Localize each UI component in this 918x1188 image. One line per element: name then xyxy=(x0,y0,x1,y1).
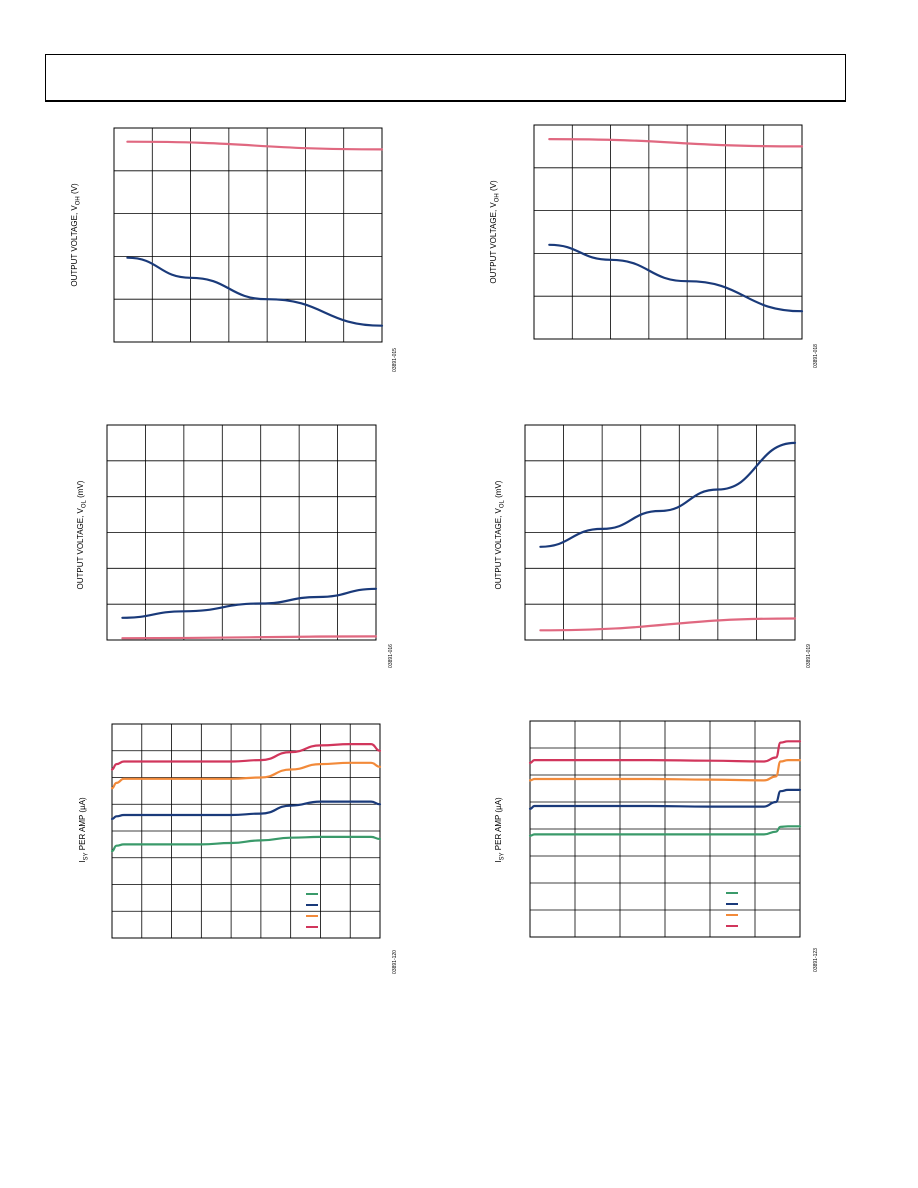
y-axis-label-unit: (V) xyxy=(70,183,79,196)
figure-code: 03891-018 xyxy=(813,344,819,368)
chart-voh-1: OUTPUT VOLTAGE, VOH (V) 03891-015 xyxy=(70,127,398,372)
series-line-2 xyxy=(548,243,804,313)
y-axis-label-sub: OL xyxy=(82,499,88,508)
y-axis-label: OUTPUT VOLTAGE, VOL (mV) xyxy=(76,480,88,589)
figure-code: 03891-123 xyxy=(813,948,819,972)
series-line-1 xyxy=(121,587,378,619)
y-axis-label: OUTPUT VOLTAGE, VOH (V) xyxy=(489,180,501,284)
y-axis-label-unit: PER AMP (µA) xyxy=(494,797,503,852)
series-line-2 xyxy=(110,761,382,790)
y-axis-label-sub: OH xyxy=(495,193,501,202)
y-axis-label-unit: (V) xyxy=(489,180,498,193)
series-line-1 xyxy=(548,138,804,148)
series-line-1 xyxy=(539,441,797,548)
plot-frame xyxy=(533,124,803,340)
chart-vol-1: OUTPUT VOLTAGE, VOL (mV) 03891-016 xyxy=(76,424,394,668)
chart-vol-2: OUTPUT VOLTAGE, VOL (mV) 03891-019 xyxy=(494,424,812,668)
series-line-1 xyxy=(110,742,382,771)
y-axis-label-main: OUTPUT VOLTAGE, V xyxy=(70,205,79,287)
series-line-1 xyxy=(528,740,802,764)
y-axis-label-unit: (mV) xyxy=(76,480,85,500)
y-axis-label: OUTPUT VOLTAGE, VOL (mV) xyxy=(494,480,506,589)
y-axis-label-sub: OH xyxy=(76,196,82,205)
chart-isv-2: ISY PER AMP (µA) 03891-123 xyxy=(494,720,819,972)
series-line-3 xyxy=(110,800,382,821)
y-axis-label-main: I xyxy=(494,860,503,862)
series-line-3 xyxy=(528,788,802,810)
figure-code: 03891-019 xyxy=(806,644,812,668)
figure-code: 03891-120 xyxy=(392,950,398,974)
figure-code: 03891-016 xyxy=(388,644,394,668)
y-axis-label-unit: PER AMP (µA) xyxy=(78,797,87,852)
y-axis-label-main: OUTPUT VOLTAGE, V xyxy=(76,507,85,589)
y-axis-label: ISY PER AMP (µA) xyxy=(494,797,506,863)
series-line-2 xyxy=(539,617,797,632)
plot-frame xyxy=(113,127,383,343)
series-line-2 xyxy=(126,256,384,327)
series-line-2 xyxy=(121,635,378,640)
y-axis-label-main: OUTPUT VOLTAGE, V xyxy=(489,202,498,284)
series-line-4 xyxy=(528,825,802,837)
plot-frame xyxy=(106,424,377,641)
y-axis-label-sub: SY xyxy=(500,852,506,860)
chart-voh-2: OUTPUT VOLTAGE, VOH (V) 03891-018 xyxy=(489,124,819,368)
y-axis-label-sub: OL xyxy=(500,499,506,508)
series-line-4 xyxy=(110,835,382,853)
y-axis-label: OUTPUT VOLTAGE, VOH (V) xyxy=(70,183,82,287)
chart-isv-1: ISY PER AMP (µA) 03891-120 xyxy=(78,723,398,974)
plot-frame xyxy=(524,424,796,641)
y-axis-label: ISY PER AMP (µA) xyxy=(78,797,90,863)
y-axis-label-sub: SY xyxy=(84,852,90,860)
page-header-box xyxy=(45,54,846,102)
series-line-1 xyxy=(126,140,384,151)
y-axis-label-main: OUTPUT VOLTAGE, V xyxy=(494,507,503,589)
y-axis-label-main: I xyxy=(78,860,87,862)
series-line-2 xyxy=(528,758,802,782)
figure-code: 03891-015 xyxy=(392,348,398,372)
plot-frame xyxy=(111,723,381,939)
y-axis-label-unit: (mV) xyxy=(494,480,503,500)
plot-frame xyxy=(529,720,801,938)
